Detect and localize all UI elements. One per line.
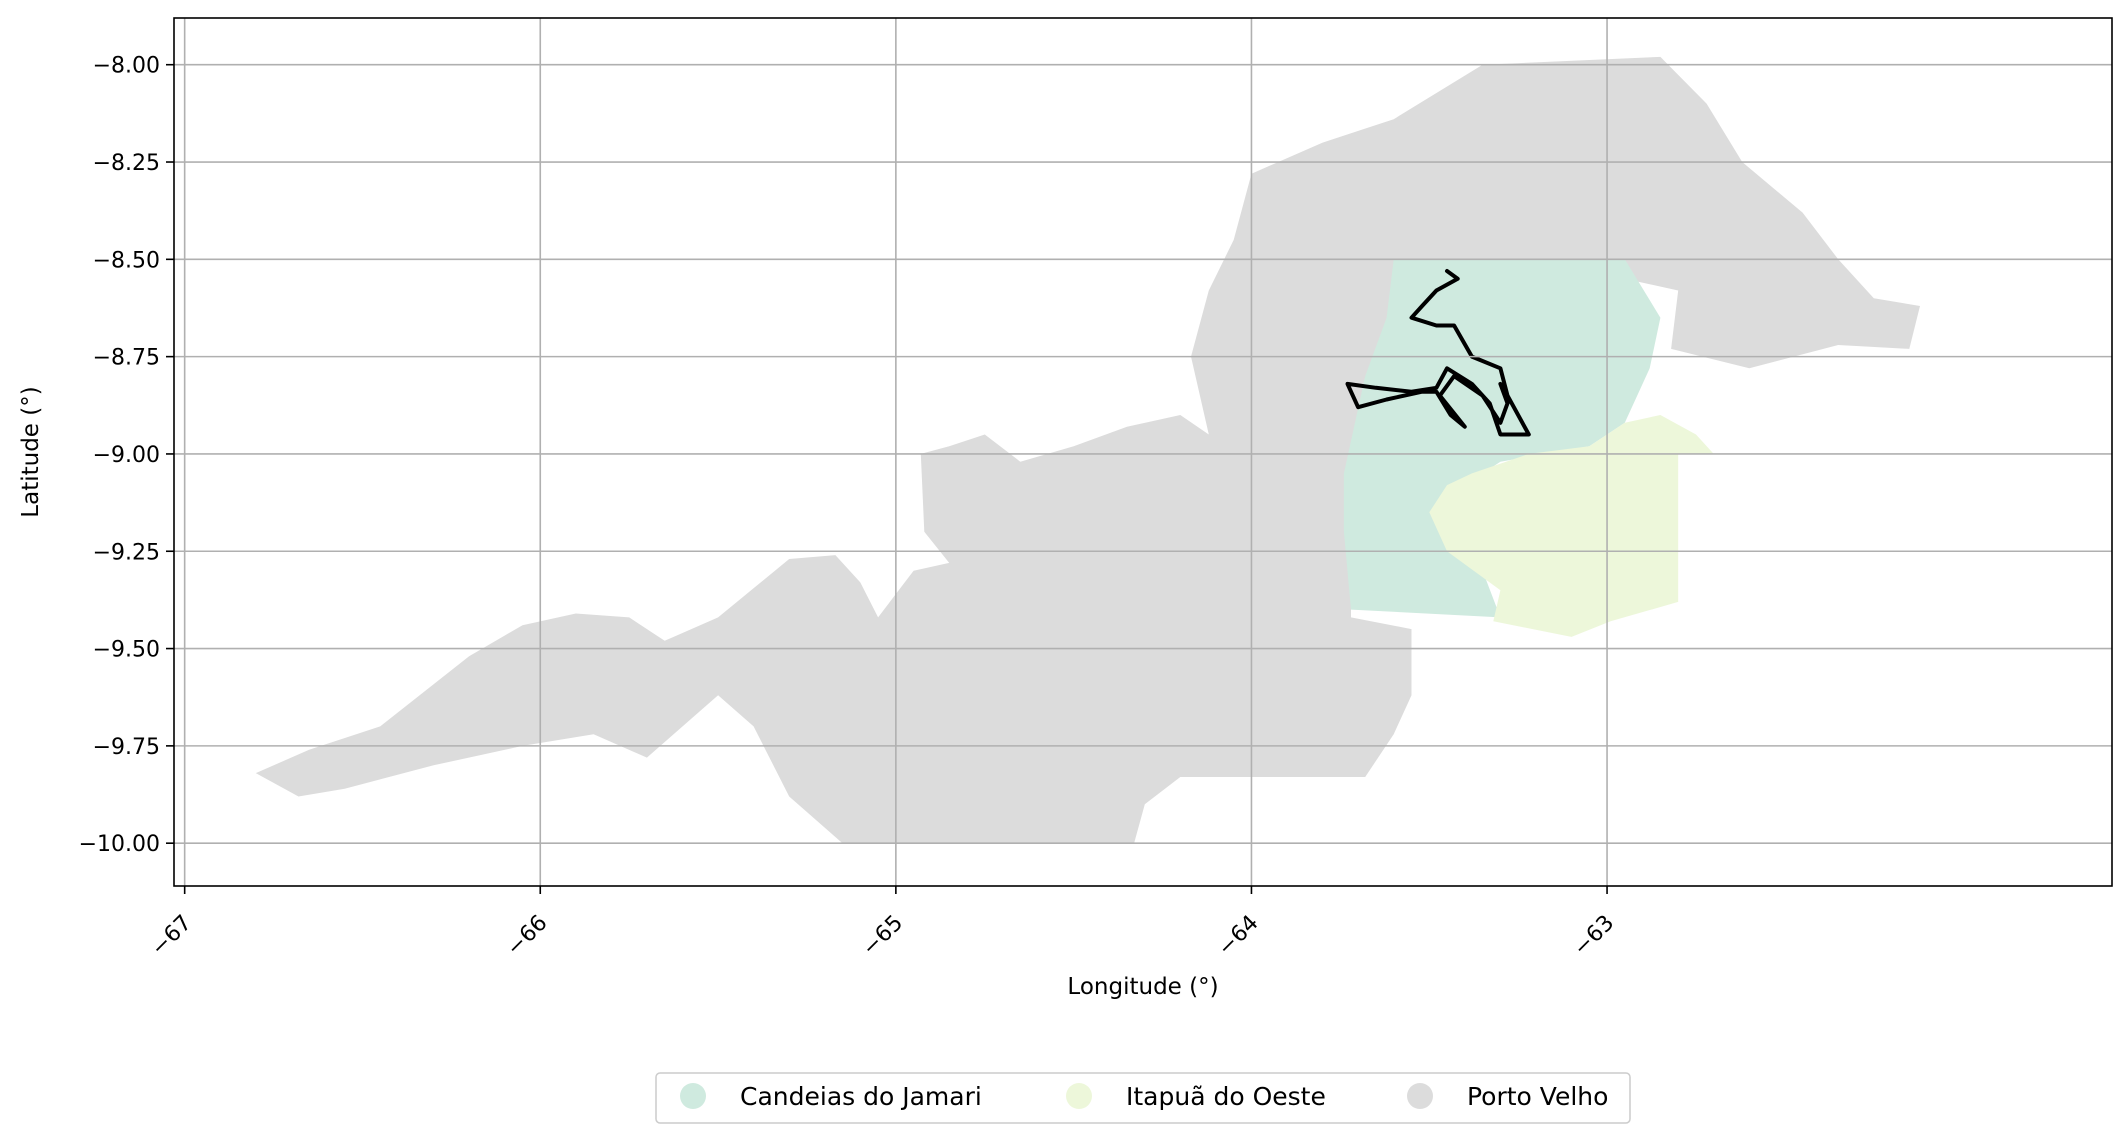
legend-label-candeias: Candeias do Jamari (740, 1082, 982, 1111)
regions-layer (255, 56, 1920, 844)
overlay-layer (1345, 269, 1531, 437)
y-tick-label: −9.25 (93, 540, 160, 565)
region-candeias-do-jamari (1343, 259, 1661, 618)
y-tick-label: −9.50 (93, 638, 160, 663)
legend: Candeias do Jamari Itapuã do Oeste Porto… (655, 1072, 1631, 1124)
legend-label-itapua: Itapuã do Oeste (1126, 1082, 1326, 1111)
x-axis-label: Longitude (°) (1067, 974, 1218, 1000)
y-axis-ticks: −8.00 −8.25 −8.50 −8.75 −9.00 −9.25 −9.50 −9.75… (79, 54, 174, 857)
legend-marker-porto-velho (1407, 1083, 1433, 1109)
plot-frame (173, 17, 2113, 887)
legend-frame (655, 1072, 1631, 1124)
region-itapua-do-oeste (1429, 415, 1714, 637)
y-tick-label: −8.00 (93, 54, 160, 79)
y-tick-label: −9.75 (93, 735, 160, 760)
y-tick-label: −10.00 (79, 832, 160, 857)
legend-marker-itapua (1066, 1083, 1092, 1109)
y-tick-label: −8.75 (93, 346, 160, 371)
region-porto-velho (255, 56, 1920, 844)
legend-marker-candeias (680, 1083, 706, 1109)
y-axis-label: Latitude (°) (18, 386, 44, 517)
y-tick-label: −9.00 (93, 443, 160, 468)
overlay-boundary-1 (1345, 269, 1531, 437)
legend-label-porto-velho: Porto Velho (1467, 1082, 1608, 1111)
grid-layer (174, 18, 2112, 886)
y-tick-label: −8.50 (93, 248, 160, 273)
y-tick-label: −8.25 (93, 151, 160, 176)
